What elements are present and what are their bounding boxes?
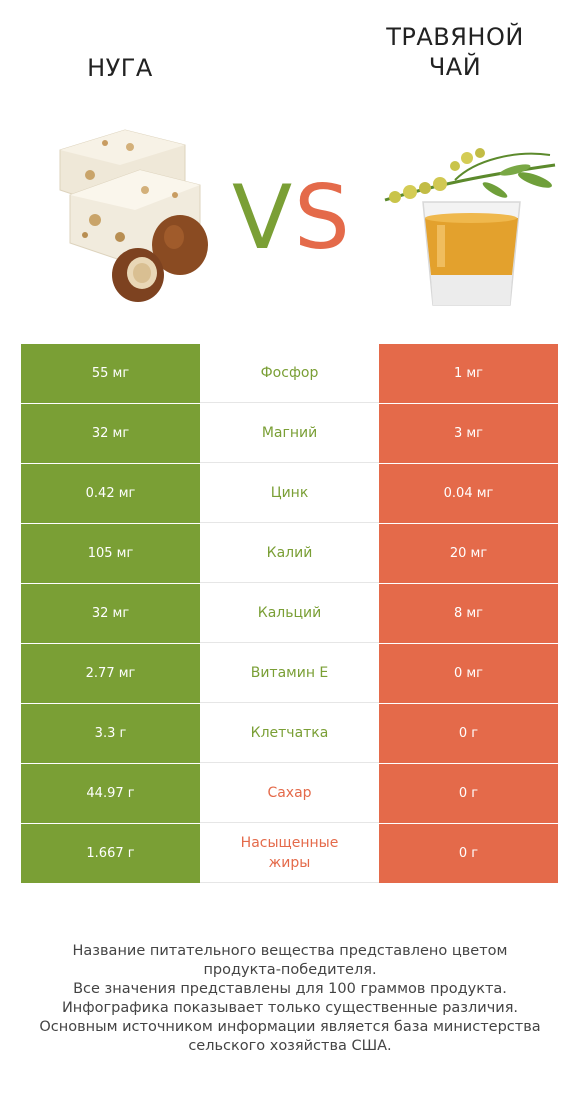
right-value: 0.04 мг xyxy=(379,464,558,523)
nutrient-name: Калий xyxy=(200,524,379,583)
table-row: 55 мг Фосфор 1 мг xyxy=(21,344,558,404)
footer-line: Инфографика показывает только существенн… xyxy=(61,1000,519,1016)
vs-s-letter: S xyxy=(294,168,350,258)
nutrient-name: Насыщенные жиры xyxy=(200,824,379,883)
nougat-hazelnut-image xyxy=(59,129,208,302)
table-row: 1.667 г Насыщенные жиры 0 г xyxy=(21,824,558,884)
nutrient-name: Фосфор xyxy=(200,344,379,403)
vs-label: V S xyxy=(232,168,350,258)
nutrient-name: Цинк xyxy=(200,464,379,523)
right-value: 20 мг xyxy=(379,524,558,583)
nutrient-name: Витамин E xyxy=(200,644,379,703)
right-value: 0 г xyxy=(379,824,558,883)
table-row: 32 мг Магний 3 мг xyxy=(21,404,558,464)
right-value: 0 мг xyxy=(379,644,558,703)
table-row: 105 мг Калий 20 мг xyxy=(21,524,558,584)
right-food-title: ТРАВЯНОЙ ЧАЙ xyxy=(370,22,540,82)
footer-line: сельского хозяйства США. xyxy=(188,1038,392,1054)
herbal-tea-glass-image xyxy=(384,148,556,306)
table-row: 32 мг Кальций 8 мг xyxy=(21,584,558,644)
nutrient-name: Магний xyxy=(200,404,379,463)
table-row: 0.42 мг Цинк 0.04 мг xyxy=(21,464,558,524)
comparison-table: 55 мг Фосфор 1 мг 32 мг Магний 3 мг 0.42… xyxy=(21,344,558,884)
footer-note: Название питательного вещества представл… xyxy=(20,942,560,1056)
left-value: 55 мг xyxy=(21,344,200,403)
footer-line: продукта-победителя. xyxy=(203,962,377,978)
nutrient-name: Клетчатка xyxy=(200,704,379,763)
right-value: 0 г xyxy=(379,764,558,823)
left-value: 1.667 г xyxy=(21,824,200,883)
left-value: 32 мг xyxy=(21,584,200,643)
nutrient-name: Сахар xyxy=(200,764,379,823)
vs-v-letter: V xyxy=(232,168,292,258)
right-value: 3 мг xyxy=(379,404,558,463)
right-value: 0 г xyxy=(379,704,558,763)
left-value: 3.3 г xyxy=(21,704,200,763)
left-food-title: НУГА xyxy=(87,54,153,82)
footer-line: Основным источником информации является … xyxy=(39,1019,541,1035)
footer-line: Все значения представлены для 100 граммо… xyxy=(73,981,507,997)
table-row: 44.97 г Сахар 0 г xyxy=(21,764,558,824)
right-value: 8 мг xyxy=(379,584,558,643)
table-row: 3.3 г Клетчатка 0 г xyxy=(21,704,558,764)
left-value: 0.42 мг xyxy=(21,464,200,523)
right-food-title-line1: ТРАВЯНОЙ xyxy=(386,23,524,51)
left-value: 44.97 г xyxy=(21,764,200,823)
table-row: 2.77 мг Витамин E 0 мг xyxy=(21,644,558,704)
nutrient-name: Кальций xyxy=(200,584,379,643)
left-value: 32 мг xyxy=(21,404,200,463)
right-food-title-line2: ЧАЙ xyxy=(428,53,482,81)
left-value: 105 мг xyxy=(21,524,200,583)
right-value: 1 мг xyxy=(379,344,558,403)
left-value: 2.77 мг xyxy=(21,644,200,703)
footer-line: Название питательного вещества представл… xyxy=(72,943,508,959)
